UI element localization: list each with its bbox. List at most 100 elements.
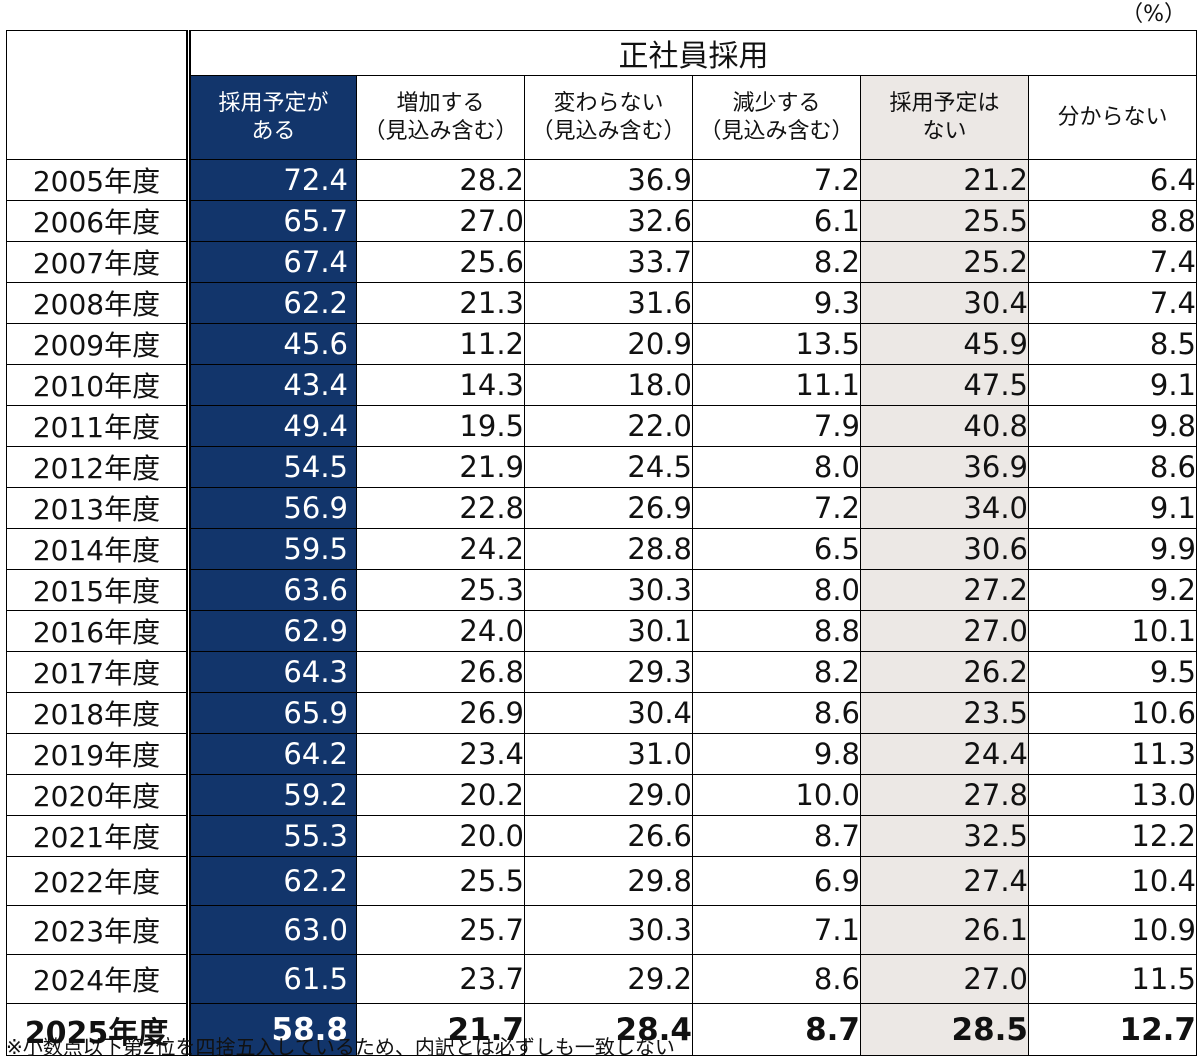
cell-noplan: 25.2 [860,241,1029,283]
cell-unknown: 12.7 [1028,1003,1197,1056]
row-year-label: 2006年度 [6,200,191,242]
footnote: ※小数点以下第2位を四捨五入しているため、内訳とは必ずしも一致しない [6,1035,675,1059]
cell-same: 24.5 [524,446,693,488]
table-row: 2005年度 72.4 28.2 36.9 7.2 21.2 6.4 [6,159,1197,201]
table-row: 2006年度 65.7 27.0 32.6 6.1 25.5 8.8 [6,200,1197,242]
cell-noplan: 27.0 [860,954,1029,1004]
cell-increase: 22.8 [356,487,525,529]
row-year-label: 2008年度 [6,282,191,324]
cell-unknown: 9.8 [1028,405,1197,447]
column-header-line: 採用予定が [218,91,329,116]
cell-unknown: 12.2 [1028,815,1197,857]
cell-unknown: 6.4 [1028,159,1197,201]
cell-increase: 27.0 [356,200,525,242]
cell-noplan: 45.9 [860,323,1029,365]
row-year-label: 2025年度 [6,1003,191,1056]
table-row: 2012年度 54.5 21.9 24.5 8.0 36.9 8.6 [6,446,1197,488]
cell-decrease: 8.6 [692,692,861,734]
cell-plan: 59.2 [188,774,357,816]
cell-plan: 61.5 [188,954,357,1004]
cell-noplan: 24.4 [860,733,1029,775]
row-year-label: 2020年度 [6,774,191,816]
cell-decrease: 7.2 [692,487,861,529]
cell-same: 29.8 [524,856,693,906]
cell-increase: 11.2 [356,323,525,365]
column-header-line: ある [251,119,296,144]
cell-decrease: 8.6 [692,954,861,1004]
table-row: 2014年度 59.5 24.2 28.8 6.5 30.6 9.9 [6,528,1197,570]
row-year-label: 2014年度 [6,528,191,570]
cell-decrease: 8.2 [692,651,861,693]
row-year-label: 2015年度 [6,569,191,611]
table-row: 2022年度 62.2 25.5 29.8 6.9 27.4 10.4 [6,856,1197,906]
cell-same: 29.0 [524,774,693,816]
table-row: 2019年度 64.2 23.4 31.0 9.8 24.4 11.3 [6,733,1197,775]
column-header-line: 減少する [732,90,821,116]
cell-unknown: 11.3 [1028,733,1197,775]
column-header-same: 変わらない （見込み含む） [524,75,693,160]
cell-unknown: 7.4 [1028,241,1197,283]
cell-increase: 25.5 [356,856,525,906]
row-year-label: 2023年度 [6,905,191,955]
cell-noplan: 47.5 [860,364,1029,406]
cell-plan: 63.6 [188,569,357,611]
cell-plan: 45.6 [188,323,357,365]
table-row: 2020年度 59.2 20.2 29.0 10.0 27.8 13.0 [6,774,1197,816]
table-row: 2018年度 65.9 26.9 30.4 8.6 23.5 10.6 [6,692,1197,734]
row-year-label: 2012年度 [6,446,191,488]
cell-decrease: 10.0 [692,774,861,816]
cell-unknown: 9.5 [1028,651,1197,693]
row-year-label: 2009年度 [6,323,191,365]
row-year-label: 2005年度 [6,159,191,201]
cell-same: 31.6 [524,282,693,324]
row-year-label: 2022年度 [6,856,191,906]
cell-same: 26.6 [524,815,693,857]
cell-unknown: 8.5 [1028,323,1197,365]
column-header-row: 採用予定が ある 増加する （見込み含む） 変わらない （見込み含む） 減少する （見込み含む… [7,75,1197,160]
cell-same: 29.2 [524,954,693,1004]
cell-unknown: 9.9 [1028,528,1197,570]
cell-unknown: 9.2 [1028,569,1197,611]
row-year-label: 2013年度 [6,487,191,529]
cell-unknown: 7.4 [1028,282,1197,324]
column-header-plan: 採用予定が ある [188,75,357,160]
cell-noplan: 27.4 [860,856,1029,906]
row-year-label: 2019年度 [6,733,191,775]
table-row: 2025年度 58.8 21.7 28.4 8.7 28.5 12.7 [6,1003,1197,1056]
cell-plan: 56.9 [188,487,357,529]
cell-same: 18.0 [524,364,693,406]
cell-plan: 64.3 [188,651,357,693]
cell-decrease: 8.8 [692,610,861,652]
cell-noplan: 40.8 [860,405,1029,447]
cell-noplan: 27.2 [860,569,1029,611]
cell-increase: 25.3 [356,569,525,611]
table-row: 2024年度 61.5 23.7 29.2 8.6 27.0 11.5 [6,954,1197,1004]
row-year-label: 2021年度 [6,815,191,857]
cell-unknown: 10.6 [1028,692,1197,734]
cell-plan: 65.7 [188,200,357,242]
table-row: 2007年度 67.4 25.6 33.7 8.2 25.2 7.4 [6,241,1197,283]
cell-same: 31.0 [524,733,693,775]
cell-noplan: 27.8 [860,774,1029,816]
cell-same: 30.3 [524,569,693,611]
cell-unknown: 9.1 [1028,364,1197,406]
cell-plan: 62.2 [188,282,357,324]
unit-label: （%） [1121,2,1186,27]
cell-same: 30.3 [524,905,693,955]
cell-noplan: 26.2 [860,651,1029,693]
table-row: 2008年度 62.2 21.3 31.6 9.3 30.4 7.4 [6,282,1197,324]
table-row: 2023年度 63.0 25.7 30.3 7.1 26.1 10.9 [6,905,1197,955]
cell-same: 29.3 [524,651,693,693]
cell-plan: 43.4 [188,364,357,406]
cell-plan: 72.4 [188,159,357,201]
cell-noplan: 21.2 [860,159,1029,201]
cell-increase: 28.2 [356,159,525,201]
cell-unknown: 10.1 [1028,610,1197,652]
row-year-label: 2011年度 [6,405,191,447]
table-row: 2011年度 49.4 19.5 22.0 7.9 40.8 9.8 [6,405,1197,447]
cell-same: 22.0 [524,405,693,447]
cell-increase: 25.6 [356,241,525,283]
hiring-plan-table: 正社員採用 採用予定が ある 増加する （見込み含む） 変わらない （見込み含む） 減少する… [6,30,1197,1056]
column-header-decrease: 減少する （見込み含む） [692,75,861,160]
column-header-increase: 増加する （見込み含む） [356,75,525,160]
